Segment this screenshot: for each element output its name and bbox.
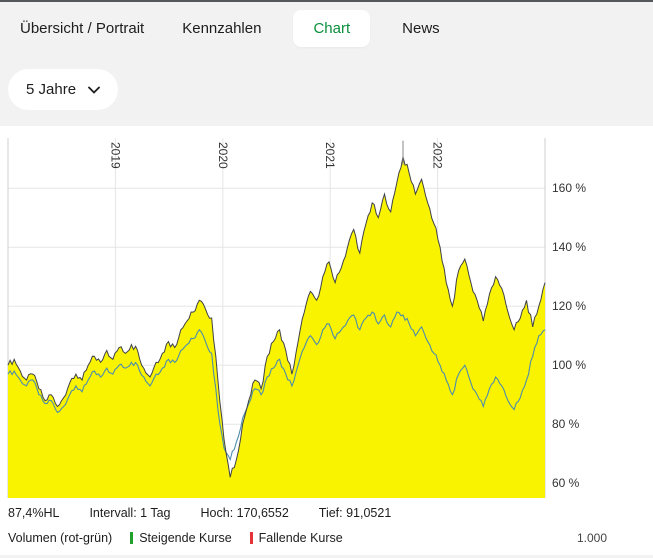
tab-kennzahlen[interactable]: Kennzahlen bbox=[182, 20, 262, 37]
legend-up: Steigende Kurse bbox=[130, 531, 232, 545]
svg-text:60 %: 60 % bbox=[552, 476, 580, 490]
svg-text:2021: 2021 bbox=[323, 142, 337, 169]
volume-label: Volumen (rot-grün) bbox=[8, 531, 113, 545]
svg-text:120 %: 120 % bbox=[552, 299, 586, 313]
svg-text:2019: 2019 bbox=[108, 142, 122, 169]
svg-text:100 %: 100 % bbox=[552, 358, 586, 372]
chart-card: 60 % 80 % 100 % 120 % 140 % 160 % 2019 2020 2021… bbox=[0, 126, 653, 555]
volume-axis-label: 1.000 bbox=[576, 531, 607, 545]
chart-controls: 5 Jahre bbox=[0, 49, 653, 110]
volume-legend: Volumen (rot-grün) Steigende Kurse Falle… bbox=[0, 522, 653, 555]
legend-down-marker-icon bbox=[249, 532, 253, 544]
stat-range: 87,4%HL bbox=[8, 506, 60, 520]
legend-down: Fallende Kurse bbox=[249, 531, 343, 545]
svg-text:140 %: 140 % bbox=[552, 240, 586, 254]
legend-up-marker-icon bbox=[130, 532, 134, 544]
price-chart[interactable]: 60 % 80 % 100 % 120 % 140 % 160 % 2019 2020 2021… bbox=[0, 130, 653, 500]
svg-text:80 %: 80 % bbox=[552, 417, 580, 431]
tab-chart[interactable]: Chart bbox=[293, 10, 371, 47]
svg-text:160 %: 160 % bbox=[552, 181, 586, 195]
tab-uebersicht-portrait[interactable]: Übersicht / Portrait bbox=[20, 20, 145, 37]
legend-up-label: Steigende Kurse bbox=[139, 531, 232, 545]
chart-stats: 87,4%HL Intervall: 1 Tag Hoch: 170,6552 … bbox=[0, 500, 653, 522]
legend-down-label: Fallende Kurse bbox=[258, 531, 343, 545]
tab-news[interactable]: News bbox=[402, 20, 440, 37]
stat-low: Tief: 91,0521 bbox=[318, 506, 392, 520]
chevron-down-icon bbox=[88, 86, 100, 94]
stat-interval: Intervall: 1 Tag bbox=[89, 506, 171, 520]
svg-text:2022: 2022 bbox=[431, 142, 445, 169]
svg-text:2020: 2020 bbox=[216, 142, 230, 169]
period-value: 5 Jahre bbox=[26, 81, 77, 98]
tab-bar: Übersicht / Portrait Kennzahlen Chart Ne… bbox=[0, 2, 653, 49]
period-dropdown[interactable]: 5 Jahre bbox=[8, 69, 119, 110]
stat-high: Hoch: 170,6552 bbox=[200, 506, 289, 520]
